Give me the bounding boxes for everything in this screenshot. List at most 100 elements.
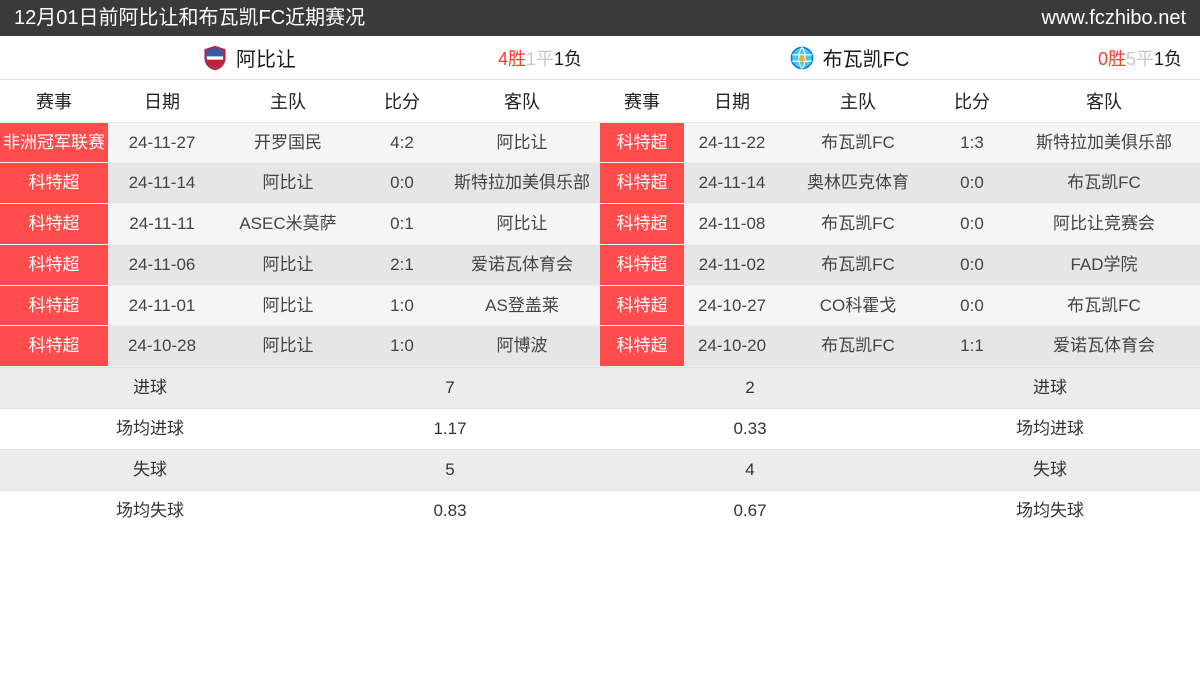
cell-score: 4:2 <box>360 122 444 163</box>
cell-away: 阿比让竞赛会 <box>1008 204 1200 245</box>
left-team-name: 阿比让 <box>236 43 296 72</box>
cell-home: 布瓦凯FC <box>780 122 936 163</box>
cell-date: 24-11-14 <box>684 163 780 204</box>
cell-away: 阿比让 <box>444 204 600 245</box>
table-row: 科特超24-11-08布瓦凯FC0:0阿比让竞赛会 <box>600 204 1200 245</box>
table-row: 科特超24-11-14奥林匹克体育0:0布瓦凯FC <box>600 163 1200 204</box>
cell-date: 24-11-01 <box>108 285 216 326</box>
right-header-row: 赛事 日期 主队 比分 客队 <box>600 80 1200 122</box>
cell-away: AS登盖莱 <box>444 285 600 326</box>
cell-comp: 科特超 <box>600 285 684 326</box>
page-title: 12月01日前阿比让和布瓦凯FC近期赛况 <box>14 0 365 36</box>
cell-home: 开罗国民 <box>216 122 360 163</box>
cell-date: 24-11-08 <box>684 204 780 245</box>
cell-away: 布瓦凯FC <box>1008 163 1200 204</box>
cell-date: 24-11-02 <box>684 244 780 285</box>
cell-comp: 科特超 <box>0 285 108 326</box>
col-away: 客队 <box>444 80 600 122</box>
stat-label-left: 场均失球 <box>0 490 300 530</box>
stats-block: 进球72进球场均进球1.170.33场均进球失球54失球场均失球0.830.67… <box>0 367 1200 530</box>
col-away: 客队 <box>1008 80 1200 122</box>
col-comp: 赛事 <box>600 80 684 122</box>
left-column: 阿比让 4胜1平1负 赛事 日期 主队 比分 客队 非洲冠军联赛24-11-27… <box>0 36 600 367</box>
table-row: 科特超24-11-14阿比让0:0斯特拉加美俱乐部 <box>0 163 600 204</box>
cell-home: ASEC米莫萨 <box>216 204 360 245</box>
table-row: 科特超24-11-06阿比让2:1爱诺瓦体育会 <box>0 244 600 285</box>
left-team-name-wrap: 阿比让 <box>0 43 498 72</box>
stats-row: 失球54失球 <box>0 449 1200 490</box>
comparison-wrap: 阿比让 4胜1平1负 赛事 日期 主队 比分 客队 非洲冠军联赛24-11-27… <box>0 36 1200 367</box>
stat-value-left: 1.17 <box>300 409 600 450</box>
cell-comp: 科特超 <box>600 122 684 163</box>
stat-label-left: 场均进球 <box>0 409 300 450</box>
shield-icon <box>202 45 228 71</box>
cell-score: 1:0 <box>360 285 444 326</box>
col-date: 日期 <box>108 80 216 122</box>
cell-home: 布瓦凯FC <box>780 326 936 367</box>
cell-score: 0:0 <box>936 204 1008 245</box>
stat-value-right: 2 <box>600 368 900 409</box>
right-record: 0胜5平1负 <box>1098 45 1188 71</box>
cell-away: 布瓦凯FC <box>1008 285 1200 326</box>
cell-date: 24-11-22 <box>684 122 780 163</box>
left-table: 赛事 日期 主队 比分 客队 非洲冠军联赛24-11-27开罗国民4:2阿比让科… <box>0 80 600 367</box>
table-row: 科特超24-10-20布瓦凯FC1:1爱诺瓦体育会 <box>600 326 1200 367</box>
cell-comp: 科特超 <box>0 326 108 367</box>
right-table: 赛事 日期 主队 比分 客队 科特超24-11-22布瓦凯FC1:3斯特拉加美俱… <box>600 80 1200 367</box>
stats-row: 场均进球1.170.33场均进球 <box>0 409 1200 450</box>
cell-score: 0:0 <box>936 244 1008 285</box>
stat-label-left: 进球 <box>0 368 300 409</box>
cell-comp: 科特超 <box>600 244 684 285</box>
stat-label-right: 场均失球 <box>900 490 1200 530</box>
cell-score: 1:0 <box>360 326 444 367</box>
left-team-row: 阿比让 4胜1平1负 <box>0 36 600 80</box>
cell-away: 阿比让 <box>444 122 600 163</box>
right-draws: 5平 <box>1126 49 1154 69</box>
stat-value-left: 0.83 <box>300 490 600 530</box>
cell-comp: 科特超 <box>600 163 684 204</box>
left-wins: 4胜 <box>498 49 526 69</box>
cell-date: 24-11-14 <box>108 163 216 204</box>
right-column: 布瓦凯FC 0胜5平1负 赛事 日期 主队 比分 客队 科特超24-11-22布… <box>600 36 1200 367</box>
stat-label-right: 失球 <box>900 449 1200 490</box>
right-team-row: 布瓦凯FC 0胜5平1负 <box>600 36 1200 80</box>
cell-date: 24-11-06 <box>108 244 216 285</box>
cell-comp: 科特超 <box>0 244 108 285</box>
cell-score: 0:0 <box>360 163 444 204</box>
table-row: 科特超24-11-22布瓦凯FC1:3斯特拉加美俱乐部 <box>600 122 1200 163</box>
table-row: 科特超24-11-02布瓦凯FC0:0FAD学院 <box>600 244 1200 285</box>
table-row: 科特超24-11-11ASEC米莫萨0:1阿比让 <box>0 204 600 245</box>
stats-row: 场均失球0.830.67场均失球 <box>0 490 1200 530</box>
cell-date: 24-10-27 <box>684 285 780 326</box>
left-losses: 1负 <box>554 49 582 69</box>
cell-home: 奥林匹克体育 <box>780 163 936 204</box>
stat-value-left: 5 <box>300 449 600 490</box>
cell-home: 阿比让 <box>216 244 360 285</box>
stat-label-right: 进球 <box>900 368 1200 409</box>
left-draws: 1平 <box>526 49 554 69</box>
col-comp: 赛事 <box>0 80 108 122</box>
left-header-row: 赛事 日期 主队 比分 客队 <box>0 80 600 122</box>
col-score: 比分 <box>936 80 1008 122</box>
stat-value-right: 0.33 <box>600 409 900 450</box>
cell-comp: 科特超 <box>0 163 108 204</box>
stats-row: 进球72进球 <box>0 368 1200 409</box>
stat-value-right: 4 <box>600 449 900 490</box>
globe-icon <box>789 45 815 71</box>
right-wins: 0胜 <box>1098 49 1126 69</box>
cell-score: 2:1 <box>360 244 444 285</box>
cell-away: 斯特拉加美俱乐部 <box>444 163 600 204</box>
site-domain: www.fczhibo.net <box>1041 0 1186 36</box>
cell-score: 1:1 <box>936 326 1008 367</box>
cell-score: 0:0 <box>936 163 1008 204</box>
cell-away: FAD学院 <box>1008 244 1200 285</box>
cell-home: 阿比让 <box>216 163 360 204</box>
table-row: 科特超24-10-27CO科霍戈0:0布瓦凯FC <box>600 285 1200 326</box>
cell-home: 布瓦凯FC <box>780 244 936 285</box>
stat-value-left: 7 <box>300 368 600 409</box>
cell-away: 斯特拉加美俱乐部 <box>1008 122 1200 163</box>
cell-date: 24-11-27 <box>108 122 216 163</box>
cell-comp: 科特超 <box>600 204 684 245</box>
cell-date: 24-10-28 <box>108 326 216 367</box>
cell-date: 24-11-11 <box>108 204 216 245</box>
